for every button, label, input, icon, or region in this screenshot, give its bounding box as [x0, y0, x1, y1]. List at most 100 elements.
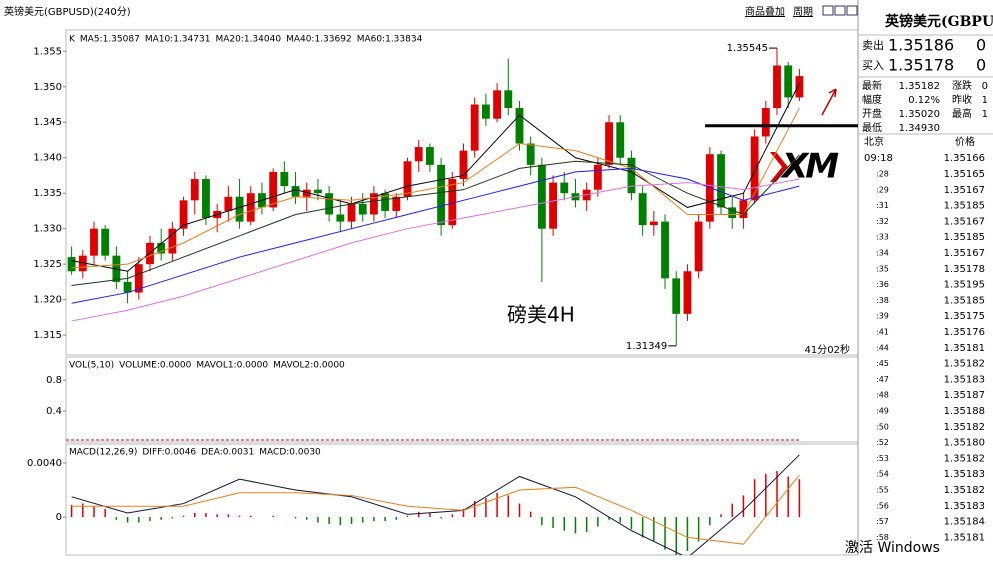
tick-price: 1.35180 — [944, 438, 985, 449]
candles — [67, 48, 804, 346]
legend-item: MA5:1.35087 — [80, 35, 140, 45]
candle-body — [750, 136, 759, 201]
candle-body — [314, 189, 322, 194]
candle-body — [235, 196, 244, 222]
tick-time: :31 — [876, 201, 889, 210]
candle-body — [784, 65, 793, 98]
candle-body — [291, 186, 300, 197]
candle-body — [761, 108, 770, 137]
candle-body — [358, 203, 367, 215]
candle-body — [280, 171, 289, 187]
candle-body — [549, 182, 557, 229]
tick-time: :58 — [876, 533, 889, 542]
arrow — [821, 88, 837, 116]
quote-size: 0 — [976, 36, 986, 55]
candle-body — [425, 147, 434, 165]
tick-time: :35 — [876, 264, 889, 273]
candle-body — [403, 161, 412, 197]
candle-body — [168, 228, 177, 254]
tick-price: 1.35183 — [944, 374, 985, 385]
legend-item: MACD:0.0030 — [259, 448, 321, 458]
candle-body — [190, 179, 199, 201]
tick-price: 1.35182 — [944, 485, 985, 496]
tick-time: :50 — [876, 422, 889, 431]
tick-time: :41 — [876, 328, 889, 337]
info-cell: 1 — [982, 95, 988, 106]
period-button[interactable]: 周期 — [793, 6, 813, 18]
y-tick-label: 0.0040 — [27, 458, 62, 469]
quote-title: 英镑美元(GBPUSD — [884, 13, 993, 30]
candle-body — [605, 122, 613, 165]
candle-body — [694, 221, 703, 272]
overlay-button[interactable]: 商品叠加 — [745, 5, 785, 18]
xm-logo: XM — [765, 145, 853, 189]
candle-body — [593, 164, 602, 190]
candle-body — [336, 214, 345, 222]
y-tick-label: 1.320 — [33, 295, 62, 306]
y-tick-label: 0 — [56, 512, 62, 523]
candle-body — [638, 193, 647, 226]
tick-price: 1.35175 — [944, 311, 985, 322]
ma-line — [71, 178, 800, 322]
candle-body — [179, 200, 188, 229]
tick-price: 1.35185 — [944, 201, 985, 212]
legend-item: MACD(12,26,9) — [69, 448, 137, 458]
chart-annotation: 磅美4H — [507, 303, 575, 327]
tick-price: 1.35185 — [944, 232, 985, 243]
candle-body — [515, 108, 524, 144]
candle-body — [493, 90, 502, 119]
ma-line — [71, 154, 800, 286]
info-cell: 1.35020 — [899, 109, 940, 120]
tick-price: 1.35166 — [944, 153, 985, 164]
candle-body — [470, 104, 479, 151]
tick-price: 1.35182 — [944, 422, 985, 433]
legend-item: MAVOL1:0.0000 — [196, 361, 268, 371]
y-tick-label: 1.345 — [33, 117, 62, 128]
candle-body — [369, 193, 378, 215]
candle-body — [481, 104, 490, 119]
info-cell: 昨收 — [952, 93, 972, 106]
candle-body — [90, 228, 98, 256]
y-tick-label: 0.4 — [46, 406, 62, 417]
quote-size: 0 — [976, 56, 986, 75]
tick-price: 1.35181 — [944, 343, 985, 354]
candle-body — [246, 193, 255, 222]
candle-body — [459, 150, 468, 180]
info-cell: 最高 — [952, 107, 972, 120]
ma-line — [71, 167, 800, 304]
table-header: 价格 — [955, 135, 975, 148]
info-cell: 涨跌 — [952, 79, 972, 92]
tick-price: 1.35181 — [944, 532, 985, 543]
candle-body — [392, 196, 401, 211]
tick-price: 1.35184 — [944, 517, 985, 528]
tick-time: :55 — [876, 486, 889, 495]
tick-time: :29 — [876, 185, 889, 194]
legend-item: VOLUME:0.0000 — [119, 361, 191, 371]
diff-line — [71, 454, 800, 555]
tick-price: 1.35178 — [944, 264, 985, 275]
candle-body — [795, 76, 804, 98]
tick-price: 1.35165 — [944, 169, 985, 180]
table-header: 北京 — [864, 135, 884, 148]
candle-body — [381, 193, 390, 211]
candle-body — [157, 242, 166, 254]
layout-buttons[interactable] — [822, 5, 858, 16]
tick-time: :49 — [876, 407, 889, 416]
info-cell: 最新 — [862, 79, 882, 92]
watermark: 激活 Windows — [845, 539, 940, 556]
candle-body — [537, 164, 546, 229]
tick-time: :56 — [876, 501, 889, 510]
tick-price: 1.35167 — [944, 185, 985, 196]
legend-item: DEA:0.0031 — [201, 448, 254, 458]
y-tick-label: 1.340 — [33, 153, 62, 164]
tick-price: 1.35183 — [944, 469, 985, 480]
legend-item: K — [69, 35, 76, 45]
tick-time: :34 — [876, 249, 889, 258]
candle-body — [672, 278, 681, 314]
candle-body — [202, 179, 210, 219]
tick-price: 1.35185 — [944, 295, 985, 306]
quote-label: 卖出 — [862, 38, 884, 52]
low-label: 1.31349 — [626, 341, 667, 352]
candle-body — [448, 179, 457, 226]
